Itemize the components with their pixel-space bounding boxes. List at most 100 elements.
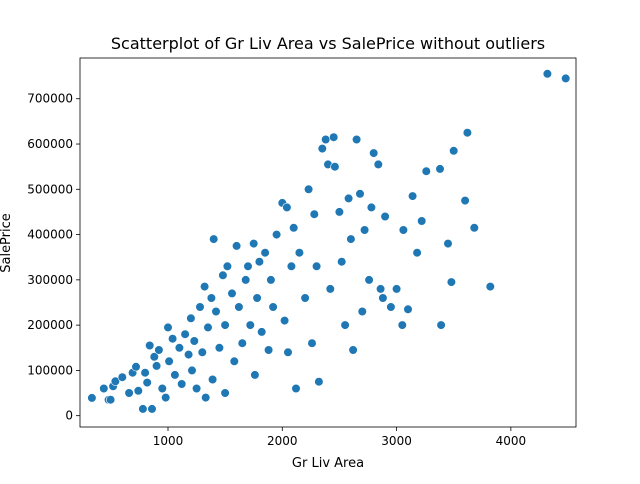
data-point — [170, 370, 180, 380]
data-point — [192, 383, 202, 394]
data-point — [373, 159, 383, 169]
data-point — [147, 404, 157, 414]
data-point — [211, 306, 221, 317]
data-point — [208, 374, 218, 385]
data-point — [398, 225, 409, 235]
data-point — [184, 350, 194, 360]
data-point — [340, 320, 350, 330]
data-point — [360, 225, 370, 235]
data-point — [168, 334, 178, 344]
data-point — [260, 248, 270, 258]
data-point — [435, 164, 445, 174]
data-point — [206, 293, 216, 303]
data-point — [403, 304, 413, 314]
data-point — [249, 239, 259, 249]
y-tick-label: 400000 — [27, 228, 73, 242]
data-point — [152, 361, 162, 371]
data-point — [376, 284, 386, 294]
data-point — [234, 302, 244, 312]
data-point — [87, 393, 97, 403]
data-point — [352, 134, 362, 145]
data-point — [357, 306, 367, 317]
data-point — [243, 261, 253, 271]
data-point — [321, 134, 331, 145]
data-point — [200, 282, 210, 292]
data-point — [380, 211, 390, 222]
chart-title: Scatterplot of Gr Liv Area vs SalePrice … — [111, 34, 545, 53]
data-point — [154, 345, 164, 355]
data-point — [325, 284, 335, 294]
x-tick-label: 2000 — [267, 434, 298, 448]
data-point — [355, 189, 365, 199]
data-point — [436, 320, 446, 330]
data-point — [561, 73, 571, 83]
data-point — [291, 383, 301, 394]
data-point — [314, 377, 324, 387]
data-point — [218, 270, 228, 280]
data-point — [312, 261, 322, 271]
data-point — [330, 162, 340, 172]
x-tick-label: 4000 — [496, 434, 527, 448]
data-point — [177, 379, 187, 389]
data-point — [307, 338, 317, 348]
data-point — [392, 284, 402, 294]
x-axis-label: Gr Liv Area — [292, 456, 364, 471]
data-point — [209, 234, 219, 244]
data-point — [282, 202, 292, 212]
data-point — [110, 376, 120, 386]
data-point — [334, 207, 345, 217]
data-point — [268, 302, 278, 312]
data-point — [180, 329, 190, 339]
data-point — [149, 352, 159, 362]
points-layer — [87, 69, 571, 414]
data-point — [289, 223, 299, 233]
data-point — [222, 261, 232, 271]
data-point — [138, 404, 148, 414]
y-tick-label: 300000 — [27, 273, 73, 287]
data-point — [443, 239, 453, 249]
data-point — [378, 293, 388, 303]
y-tick-label: 600000 — [27, 137, 73, 151]
data-point — [99, 383, 109, 394]
data-point — [280, 316, 290, 326]
plot-frame — [79, 57, 577, 428]
data-point — [272, 230, 282, 240]
data-point — [294, 248, 305, 258]
data-point — [164, 356, 174, 366]
data-point — [195, 302, 205, 312]
data-point — [252, 293, 262, 303]
data-point — [214, 343, 224, 353]
data-point — [337, 257, 347, 267]
data-point — [344, 193, 354, 203]
data-point — [117, 372, 127, 382]
y-tick-label: 500000 — [27, 182, 73, 196]
data-point — [304, 184, 314, 194]
x-tick-label: 1000 — [153, 434, 184, 448]
data-point — [417, 216, 427, 226]
data-point — [133, 386, 143, 396]
data-point — [309, 209, 319, 219]
data-point — [245, 320, 255, 330]
data-point — [421, 166, 431, 176]
data-point — [462, 128, 473, 138]
data-point — [124, 388, 134, 398]
data-point — [189, 336, 199, 346]
data-point — [250, 370, 260, 380]
y-tick-label: 0 — [65, 409, 73, 423]
y-tick-label: 700000 — [27, 92, 73, 106]
data-point — [286, 261, 297, 271]
data-point — [187, 365, 197, 376]
data-point — [397, 320, 407, 330]
y-tick-label: 200000 — [27, 318, 73, 332]
data-point — [346, 234, 356, 244]
data-point — [232, 241, 242, 251]
data-point — [254, 257, 264, 267]
data-point — [227, 288, 237, 299]
data-point — [348, 345, 358, 355]
data-point — [469, 223, 479, 233]
data-point — [131, 362, 141, 372]
data-point — [329, 132, 339, 142]
x-tick-label: 3000 — [381, 434, 412, 448]
